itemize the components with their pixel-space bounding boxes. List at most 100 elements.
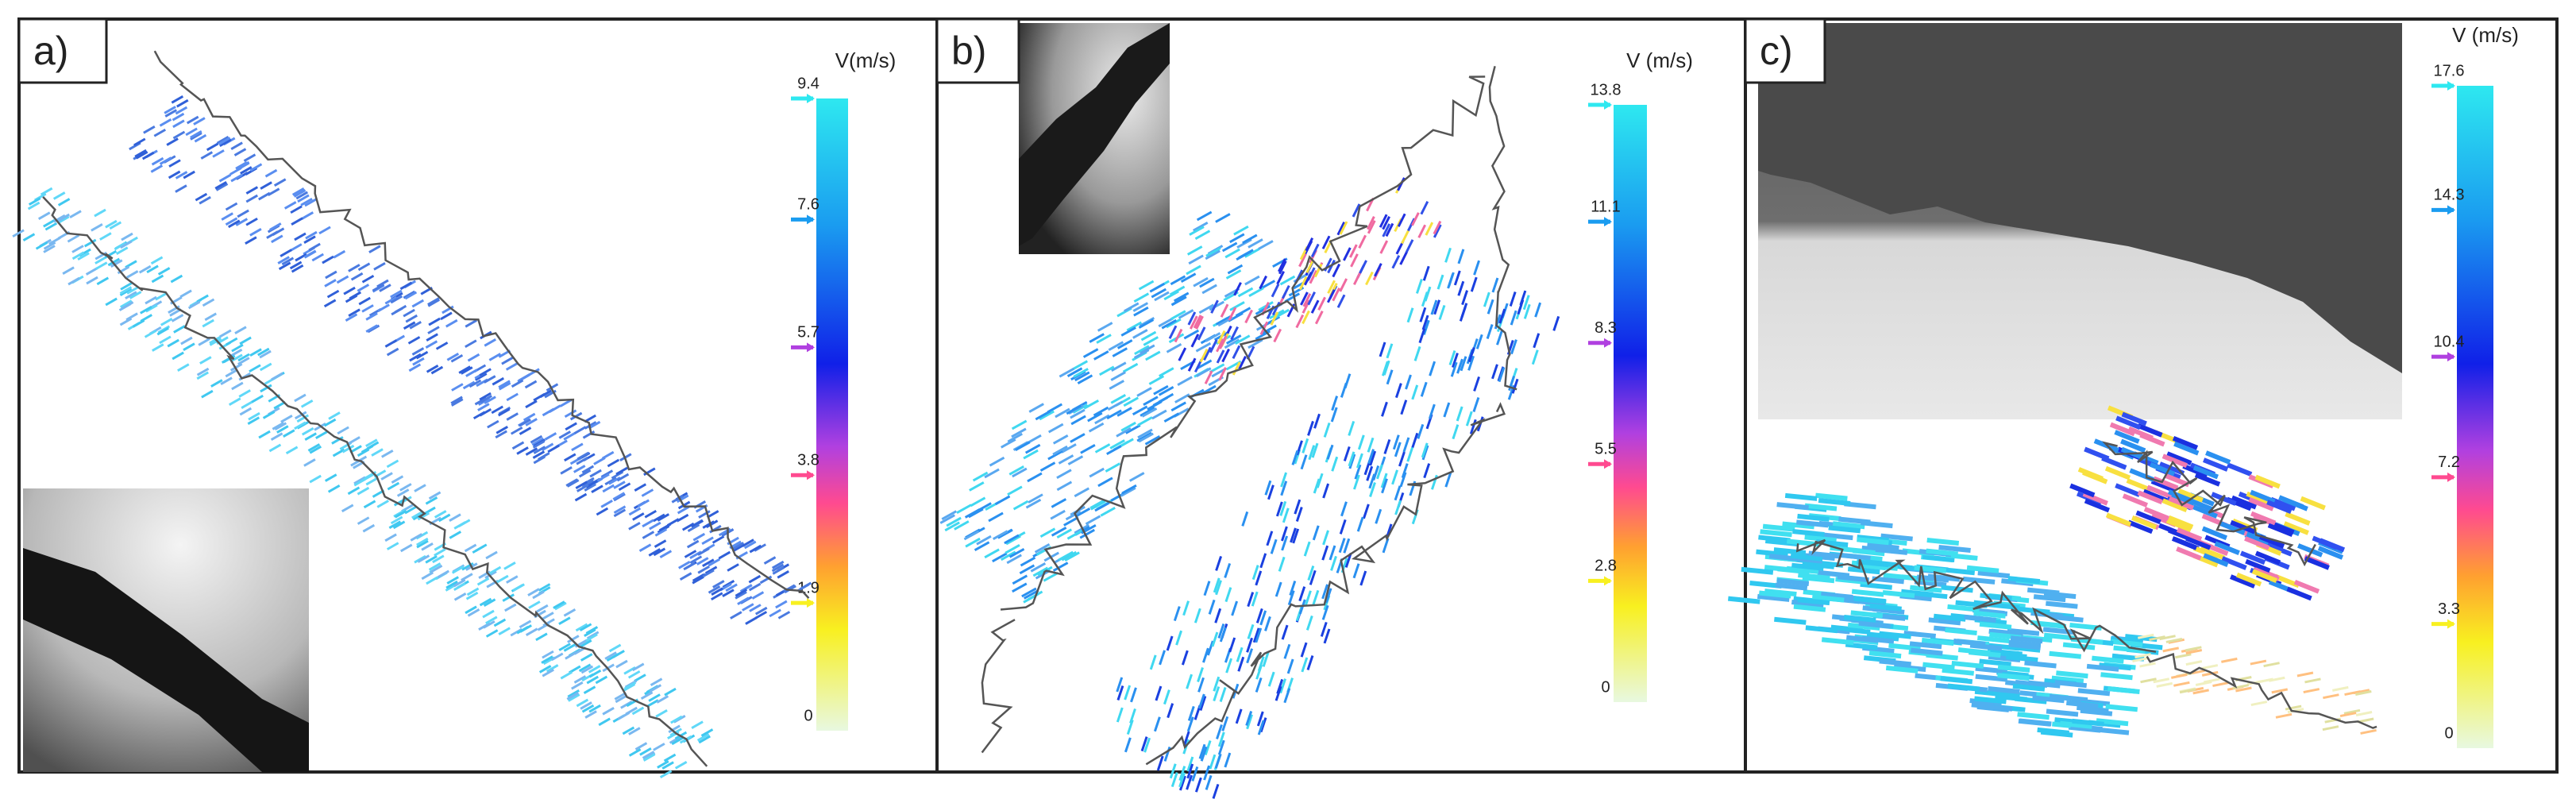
vector-arrow [634, 483, 647, 492]
vector-arrow [294, 232, 307, 241]
vector-arrow [1867, 631, 1899, 640]
vector-arrow [2070, 636, 2104, 645]
vector-arrow [541, 655, 553, 664]
vector-arrow [1264, 480, 1272, 496]
vector-arrow [1174, 328, 1183, 343]
vector-arrow [1111, 361, 1127, 372]
vector-arrow [1217, 330, 1226, 345]
vector-arrow [35, 241, 48, 250]
vector-arrow [502, 593, 515, 602]
vector-arrow [1129, 708, 1136, 724]
vector-arrow [1242, 234, 1258, 245]
vector-arrow [576, 698, 589, 708]
vector-arrow [1797, 597, 1830, 606]
vector-arrow [307, 443, 321, 452]
vector-arrow [2263, 662, 2280, 668]
vector-arrow [1486, 324, 1494, 339]
vector-arrow [604, 477, 617, 486]
vector-arrow [1195, 315, 1204, 330]
vector-arrow [602, 484, 615, 493]
vector-arrow [1204, 740, 1212, 755]
vector-arrow [1323, 628, 1331, 644]
vector-arrow [245, 217, 258, 226]
vector-arrow [2343, 708, 2361, 715]
vector-arrow [301, 427, 314, 436]
vector-arrow [1193, 315, 1202, 329]
vector-arrow [170, 274, 183, 284]
vector-arrow [2172, 435, 2199, 450]
vector-arrow [1205, 774, 1213, 790]
vector-arrow [1270, 311, 1279, 326]
vector-arrow [430, 564, 443, 573]
vector-arrow [423, 506, 436, 515]
vector-arrow [649, 684, 662, 693]
vector-arrow [404, 505, 417, 515]
vector-arrow [332, 448, 345, 457]
vector-arrow [218, 173, 232, 183]
vector-arrow [425, 496, 438, 505]
vector-arrow [506, 392, 519, 402]
vector-arrow [1309, 569, 1317, 585]
vector-arrow [140, 305, 152, 315]
vector-arrow [1205, 332, 1221, 342]
vector-arrow [427, 297, 440, 306]
vector-arrow [190, 132, 202, 141]
vector-arrow [559, 399, 573, 407]
vector-arrow [484, 570, 497, 579]
vector-arrow [1199, 696, 1207, 711]
vector-arrow [2080, 708, 2113, 716]
vector-arrow [357, 262, 371, 272]
vector-arrow [1279, 500, 1287, 516]
vector-arrow [628, 507, 642, 516]
vector-arrow [771, 563, 785, 573]
vector-arrow [1922, 554, 1955, 563]
vector-arrow [2239, 550, 2266, 565]
vector-arrow [612, 650, 625, 658]
vector-arrow [1975, 666, 2008, 674]
vector-arrow [1328, 545, 1336, 561]
vector-arrow [519, 624, 532, 633]
colorbar-tick-arrowhead [807, 94, 815, 103]
vector-arrow [1225, 334, 1242, 345]
vector-arrow [2007, 576, 2041, 585]
vector-arrow [1423, 463, 1431, 479]
vector-arrow [2254, 550, 2281, 565]
vector-arrow [1413, 345, 1421, 361]
vector-arrow [1283, 688, 1291, 704]
vector-arrow [239, 407, 253, 416]
vector-arrow [358, 296, 371, 306]
vector-arrow [1310, 299, 1320, 314]
colorbar-tick-label: 2.8 [1595, 558, 1617, 575]
vector-arrow [2037, 727, 2069, 735]
vector-arrow [1420, 381, 1428, 397]
vector-arrow [1773, 547, 1807, 556]
vector-arrow [1149, 282, 1166, 293]
vector-arrow [1947, 683, 1980, 692]
vector-arrow [1962, 576, 1996, 585]
vector-arrow [303, 235, 316, 245]
vector-arrow [1966, 565, 1999, 573]
vector-arrow [1531, 349, 1539, 365]
vector-arrow [1097, 322, 1113, 332]
vector-arrow [1186, 716, 1194, 732]
vector-arrow [1255, 305, 1271, 315]
vector-arrow [2231, 495, 2258, 510]
vector-arrow [1217, 623, 1225, 639]
vector-arrow [1491, 364, 1498, 380]
vector-arrow [1007, 432, 1023, 443]
vector-arrow [259, 362, 272, 372]
vector-arrow [1306, 655, 1314, 670]
vector-arrow [1093, 350, 1109, 361]
vector-arrow [1039, 527, 1056, 538]
vector-arrow [2268, 676, 2285, 682]
vector-arrow [1237, 656, 1245, 672]
vector-arrow [1181, 650, 1189, 666]
vector-arrow [1964, 614, 1996, 623]
vector-arrow [519, 427, 532, 435]
vector-arrow [1443, 402, 1451, 418]
vector-arrow [1126, 321, 1143, 332]
vector-arrow [628, 748, 642, 757]
vector-arrow [691, 519, 704, 528]
vector-arrow [245, 186, 259, 195]
vector-arrow [1056, 481, 1073, 492]
